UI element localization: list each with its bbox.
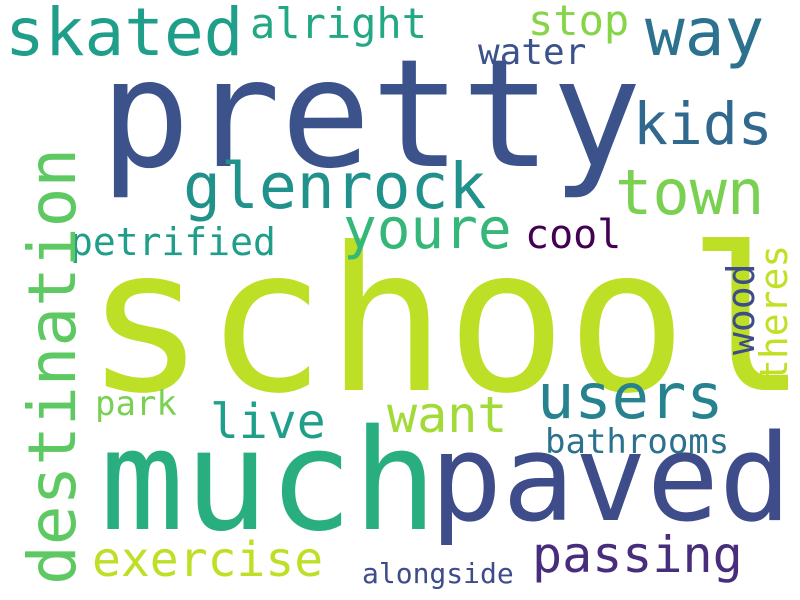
word-school: school bbox=[85, 205, 800, 438]
word-stop: stop bbox=[528, 0, 630, 45]
word-want: want bbox=[387, 386, 508, 444]
word-kids: kids bbox=[633, 90, 773, 158]
word-users: users bbox=[537, 360, 724, 433]
word-much: much bbox=[100, 400, 438, 563]
word-skated: skated bbox=[5, 0, 244, 71]
word-passing: passing bbox=[532, 526, 743, 584]
word-youre: youre bbox=[343, 197, 512, 262]
word-bathrooms: bathrooms bbox=[545, 422, 730, 462]
word-theres: theres bbox=[752, 244, 796, 382]
word-alright: alright bbox=[250, 0, 428, 48]
word-glenrock: glenrock bbox=[183, 150, 487, 223]
word-pretty: pretty bbox=[100, 28, 642, 202]
word-alongside: alongside bbox=[362, 557, 514, 590]
word-exercise: exercise bbox=[92, 532, 324, 588]
word-town: town bbox=[615, 156, 765, 229]
word-live: live bbox=[210, 394, 326, 450]
word-water: water bbox=[478, 32, 587, 73]
word-petrified: petrified bbox=[70, 220, 276, 264]
word-cool: cool bbox=[525, 212, 622, 258]
word-destination: destination bbox=[14, 147, 91, 585]
word-way: way bbox=[645, 0, 765, 71]
word-park: park bbox=[95, 384, 177, 424]
word-paved: paved bbox=[430, 410, 792, 549]
